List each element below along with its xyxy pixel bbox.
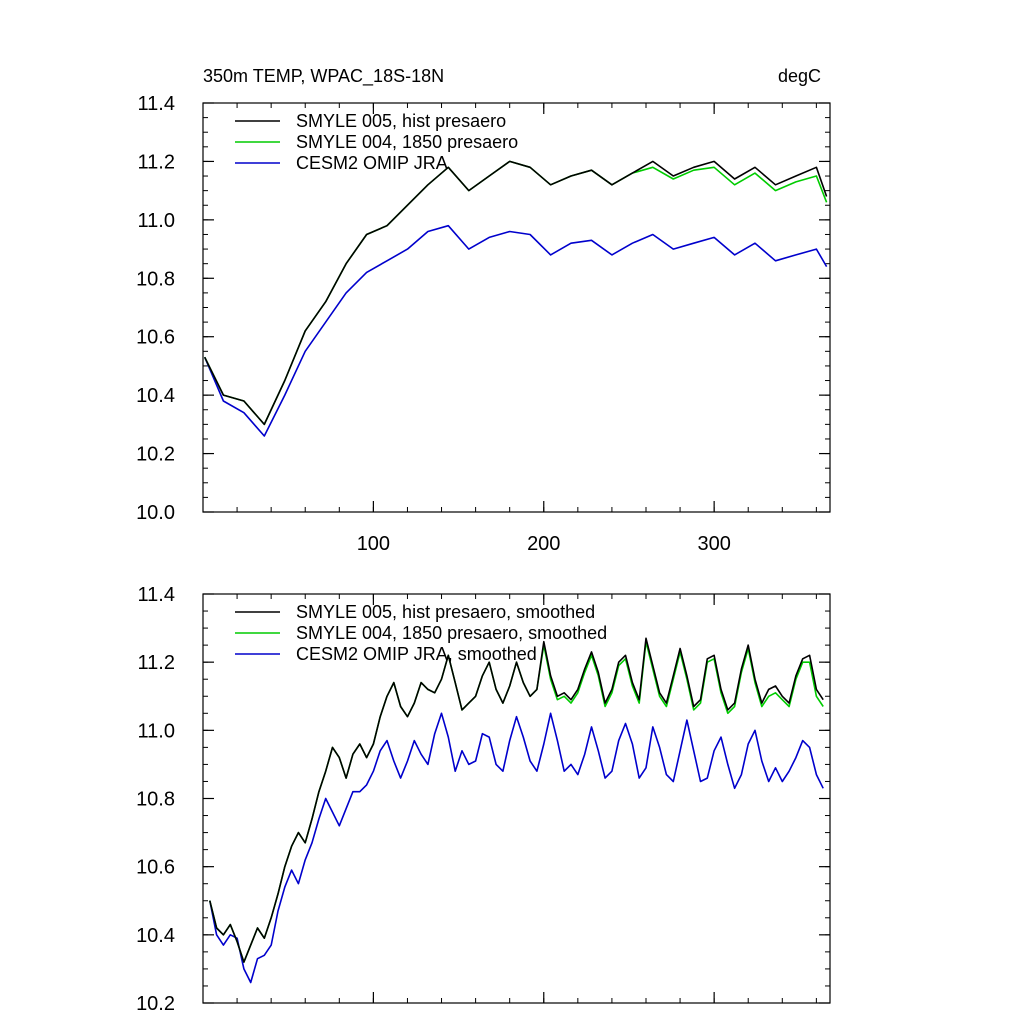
legend-label: SMYLE 005, hist presaero, smoothed xyxy=(296,602,595,622)
y-tick-label: 10.2 xyxy=(136,444,175,466)
y-tick-label: 10.8 xyxy=(136,789,175,811)
top-panel: 350m TEMP, WPAC_18S-18N degC 10.0 10.2 10.… xyxy=(136,66,831,555)
series-line-2 xyxy=(209,640,824,963)
top-panel-units: degC xyxy=(778,66,821,86)
legend-label: SMYLE 004, 1850 presaero, smoothed xyxy=(296,623,607,643)
y-tick-label: 11.2 xyxy=(138,151,175,173)
bottom-panel: 10.2 10.4 10.6 10.8 11.0 11.2 11.4 SMYLE 005, h… xyxy=(136,584,831,1015)
y-tick-label: 10.4 xyxy=(136,925,175,947)
y-tick-label: 10.6 xyxy=(136,857,175,879)
y-tick-label: 11.4 xyxy=(138,93,175,115)
series-line-2 xyxy=(203,160,828,426)
y-tick-label: 10.2 xyxy=(136,993,175,1015)
x-tick-label: 300 xyxy=(697,533,730,555)
y-tick-label: 10.6 xyxy=(136,327,175,349)
y-tick-label: 11.0 xyxy=(138,210,175,232)
y-tick-label: 10.4 xyxy=(136,385,175,407)
y-tick-label: 10.0 xyxy=(136,502,175,524)
y-tick-label: 10.8 xyxy=(136,268,175,290)
series-line-3 xyxy=(209,712,824,984)
y-tick-label: 11.2 xyxy=(138,652,175,674)
legend-label: SMYLE 004, 1850 presaero xyxy=(296,132,518,152)
x-tick-label: 100 xyxy=(357,533,390,555)
series-line-3 xyxy=(203,224,828,437)
x-tick-label: 200 xyxy=(527,533,560,555)
y-tick-label: 11.4 xyxy=(138,584,175,606)
series-line-1 xyxy=(209,637,824,963)
legend-label: CESM2 OMIP JRA, smoothed xyxy=(296,644,537,664)
top-panel-title: 350m TEMP, WPAC_18S-18N xyxy=(203,66,444,87)
series-line-1 xyxy=(203,160,828,426)
y-tick-label: 11.0 xyxy=(138,720,175,742)
legend-label: CESM2 OMIP JRA xyxy=(296,153,448,173)
legend-label: SMYLE 005, hist presaero xyxy=(296,111,506,131)
